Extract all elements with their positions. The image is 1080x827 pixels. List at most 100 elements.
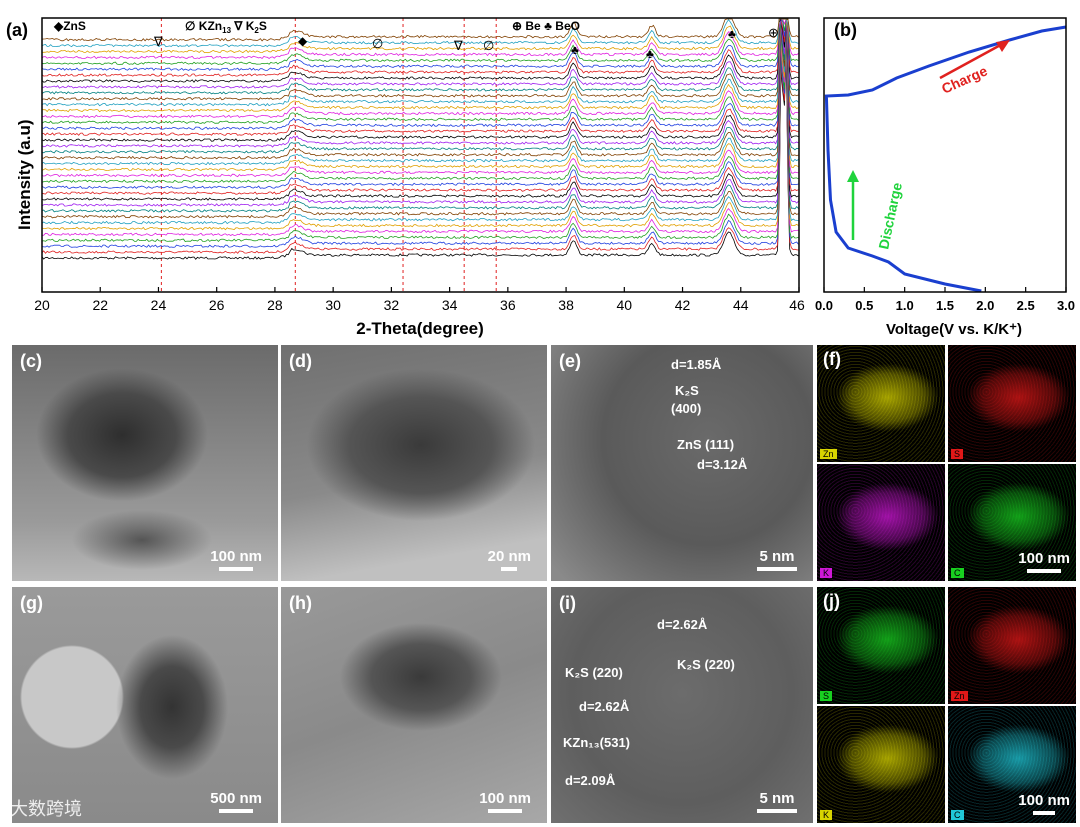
xrd-trace	[41, 18, 799, 195]
x-tick-label: 44	[733, 297, 749, 313]
xrd-trace	[41, 18, 799, 83]
xrd-trace	[41, 45, 799, 248]
scale-bar-i: 5 nm	[757, 790, 797, 813]
x-tick-label: 20	[34, 297, 50, 313]
xrd-trace	[41, 34, 799, 237]
marker-kzn-2: ∅	[483, 38, 494, 53]
legend-kzn-k2s: ∅ KZn13 ∇ K2S	[185, 19, 267, 35]
scale-bar-g: 500 nm	[210, 790, 262, 813]
x-tick-label: 22	[92, 297, 108, 313]
tem-image-h: (h) 100 nm	[281, 587, 547, 823]
xrd-trace	[41, 18, 799, 166]
hrtem-image-e: (e) d=1.85Å K₂S (400) ZnS (111) d=3.12Å …	[551, 345, 813, 581]
panel-f-label: (f)	[823, 349, 841, 369]
eds-map-f-1: Zn	[817, 345, 945, 462]
y-axis-label: Intensity (a.u)	[15, 119, 34, 230]
xrd-trace	[41, 18, 799, 77]
watermark: 大数跨境	[10, 799, 82, 819]
scale-bar-e: 5 nm	[757, 548, 797, 571]
eds-tag-j-1: S	[820, 691, 833, 701]
xrd-trace	[41, 18, 799, 89]
xrd-trace	[41, 40, 799, 242]
panel-b-label: (b)	[834, 20, 857, 40]
annotation-e-5: d=3.12Å	[697, 457, 748, 472]
eds-tag-j-4: C	[951, 810, 964, 820]
x-tick-label: 46	[789, 297, 805, 313]
xrd-trace	[41, 56, 799, 260]
marker-k2s-1: ∇	[153, 34, 163, 49]
x-tick-label: 26	[209, 297, 225, 313]
annotation-i-6: d=2.09Å	[565, 773, 616, 788]
xrd-trace	[41, 18, 799, 172]
eds-tag-f-3: K	[820, 568, 833, 578]
eds-panel-f: Zn S K C (f) 100 nm	[817, 345, 1076, 581]
xrd-trace	[41, 18, 799, 219]
xrd-trace	[42, 18, 799, 154]
charge-discharge-chart: (b) 0.0 0.5 1.0 1.5 2.0 2.5 3.0 Charge Dischar…	[815, 17, 1075, 338]
annotation-e-2: K₂S	[675, 383, 699, 398]
xrd-trace	[41, 18, 799, 213]
xrd-trace	[41, 17, 799, 189]
panel-i-label: (i)	[559, 593, 576, 613]
charge-arrow	[939, 40, 1007, 80]
eds-tag-f-2: S	[951, 449, 964, 459]
eds-map-j-4: C	[948, 706, 1076, 823]
xrd-trace	[41, 51, 799, 254]
panel-j-label: (j)	[823, 591, 840, 611]
xrd-trace	[41, 18, 799, 207]
scale-bar-j: 100 nm	[1018, 792, 1070, 815]
x-tick-label: 40	[617, 297, 633, 313]
x-tick-label: 34	[442, 297, 458, 313]
marker-beo-2: ♣	[646, 47, 654, 61]
tem-image-c: (c) 100 nm	[12, 345, 278, 581]
hrtem-image-i: (i) d=2.62Å K₂S (220) K₂S (220) d=2.62Å …	[551, 587, 813, 823]
tem-image-g: (g) 500 nm	[12, 587, 278, 823]
eds-tag-f-1: Zn	[820, 449, 837, 459]
x-tick-label-b: 0.0	[815, 298, 833, 313]
x-tick-label-b: 2.5	[1017, 298, 1035, 313]
xrd-trace	[41, 18, 799, 71]
xrd-trace	[41, 18, 799, 201]
xrd-trace	[41, 18, 799, 101]
xrd-trace	[42, 18, 799, 160]
annotation-i-5: KZn₁₃(531)	[563, 735, 631, 750]
scale-bar-c: 100 nm	[210, 548, 262, 571]
discharge-arrow-head	[847, 170, 859, 182]
eds-map-j-1: S	[817, 587, 945, 704]
eds-map-j-2: Zn	[948, 587, 1076, 704]
eds-tag-j-3: K	[820, 810, 833, 820]
xrd-trace	[41, 21, 799, 225]
annotation-i-3: K₂S (220)	[565, 665, 623, 680]
annotation-i-4: d=2.62Å	[579, 699, 630, 714]
marker-zns: ◆	[298, 34, 308, 48]
scale-bar-f: 100 nm	[1018, 550, 1070, 573]
scale-bar-h: 100 nm	[479, 790, 531, 813]
x-tick-label: 42	[675, 297, 691, 313]
x-tick-label: 38	[558, 297, 574, 313]
eds-tag-j-2: Zn	[951, 691, 968, 701]
annotation-e-3: (400)	[671, 401, 702, 416]
xrd-trace	[41, 18, 799, 148]
xrd-trace	[41, 18, 799, 178]
discharge-label: Discharge	[875, 181, 905, 251]
eds-panel-j: S Zn K C (j) 100 nm	[817, 587, 1076, 823]
panel-g-label: (g)	[20, 593, 43, 613]
xrd-trace	[41, 18, 799, 124]
charge-label: Charge	[939, 62, 990, 96]
xrd-trace	[41, 18, 799, 54]
eds-map-f-3: K	[817, 464, 945, 581]
panel-a-label: (a)	[6, 20, 28, 40]
xrd-trace	[41, 18, 799, 60]
tem-image-d: (d) 20 nm	[281, 345, 547, 581]
x-tick-label-b: 0.5	[855, 298, 873, 313]
xrd-trace	[41, 18, 799, 184]
panel-h-label: (h)	[289, 593, 312, 613]
annotation-i-2: K₂S (220)	[677, 657, 735, 672]
xrd-trace	[41, 18, 799, 107]
x-tick-label-b: 1.0	[896, 298, 914, 313]
marker-kzn-1: ∅	[372, 36, 383, 51]
xrd-plot-frame	[41, 17, 800, 293]
xrd-trace	[42, 18, 799, 113]
xrd-trace	[41, 18, 799, 65]
x-tick-label-b: 1.5	[936, 298, 954, 313]
